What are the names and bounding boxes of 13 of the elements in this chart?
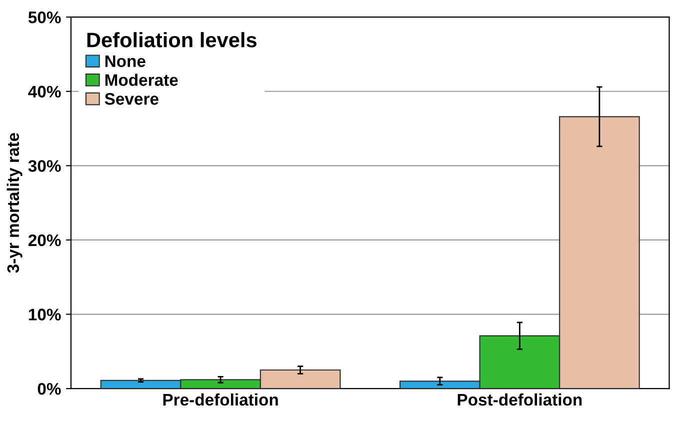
legend-label: Severe [104, 93, 158, 105]
y-tick-label: 30% [28, 160, 61, 172]
y-tick-label: 10% [28, 308, 61, 320]
y-tick-label: 20% [28, 234, 61, 246]
y-tick-label: 50% [28, 11, 61, 24]
legend-label: None [105, 55, 146, 68]
x-tick-label: Post-defoliation [458, 393, 582, 406]
y-tick-label: 0% [38, 382, 61, 395]
x-tick-label: Pre-defoliation [163, 393, 278, 406]
y-tick-label: 40% [28, 86, 61, 98]
y-axis-title: 3-yr mortality rate [6, 132, 22, 273]
legend-title: Defoliation levels [87, 32, 256, 48]
legend-label: Moderate [105, 74, 178, 86]
